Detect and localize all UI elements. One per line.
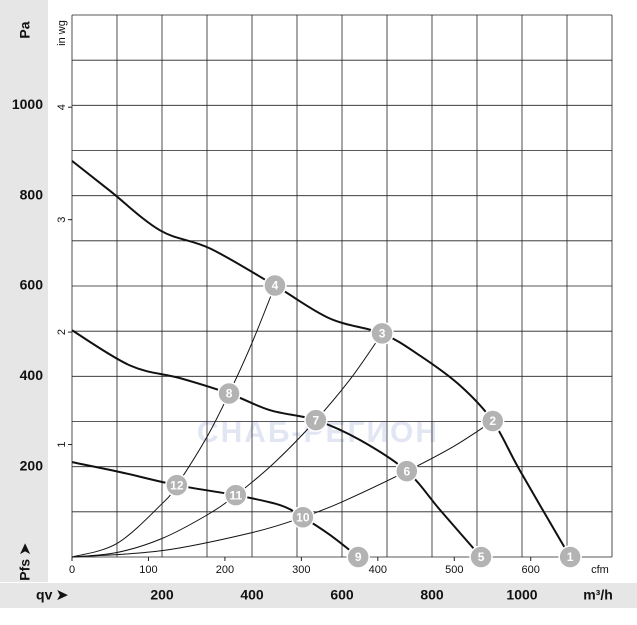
x2-unit: cfm [591, 564, 609, 576]
curve [71, 420, 494, 558]
x-tick-label: 1000 [506, 587, 537, 603]
point-label: 6 [403, 464, 410, 478]
y-tick-label: 200 [20, 457, 44, 473]
operating-point [165, 473, 189, 497]
operating-point [481, 409, 505, 433]
y-label: Pfs ➤ [17, 543, 33, 581]
point-label: 7 [313, 413, 320, 427]
x-tick-label: 800 [420, 587, 444, 603]
x2-tick-label: 100 [139, 564, 157, 576]
point-label: 10 [296, 510, 310, 524]
x-label: qv ➤ [36, 587, 68, 603]
x2-tick-label: 500 [445, 564, 463, 576]
operating-point [395, 459, 419, 483]
curve [71, 160, 572, 558]
operating-point [217, 381, 241, 406]
operating-point [469, 545, 493, 569]
point-label: 1 [567, 550, 574, 564]
x-tick-label: 200 [150, 587, 174, 603]
x2-tick-label: 400 [369, 564, 387, 576]
point-label: 8 [226, 387, 233, 401]
point-label: 9 [355, 550, 362, 564]
point-label: 2 [489, 414, 496, 428]
bottom-band [0, 583, 637, 608]
operating-point [370, 321, 394, 346]
x2-tick-label: 0 [69, 564, 75, 576]
curve [71, 329, 482, 558]
curve [71, 285, 276, 558]
operating-point [291, 505, 315, 530]
x-unit: m³/h [583, 587, 613, 603]
point-label: 4 [272, 279, 279, 293]
y-tick-label: 400 [20, 367, 44, 383]
x2-tick-label: 600 [522, 564, 540, 576]
x-tick-label: 400 [240, 587, 264, 603]
operating-point [304, 408, 328, 432]
point-label: 11 [229, 488, 242, 502]
x-tick-label: 600 [330, 587, 354, 603]
y2-unit: in wg [56, 20, 68, 46]
point-label: 12 [170, 478, 184, 492]
y-tick-label: 800 [20, 186, 44, 202]
y-unit: Pa [17, 21, 33, 38]
point-label: 5 [478, 550, 485, 564]
left-band [0, 0, 48, 582]
y2-tick-label: 2 [56, 329, 68, 335]
y-tick-label: 600 [20, 277, 44, 293]
y2-tick-label: 1 [56, 441, 68, 447]
y-tick-label: 1000 [12, 96, 43, 112]
curve [71, 461, 359, 558]
point-label: 3 [379, 327, 386, 341]
x2-tick-label: 300 [292, 564, 310, 576]
operating-point [224, 483, 248, 507]
operating-point [263, 273, 287, 298]
operating-point [346, 545, 370, 569]
operating-point [558, 545, 582, 569]
y2-tick-label: 4 [56, 104, 68, 110]
y2-tick-label: 3 [56, 217, 68, 223]
x2-tick-label: 200 [216, 564, 234, 576]
